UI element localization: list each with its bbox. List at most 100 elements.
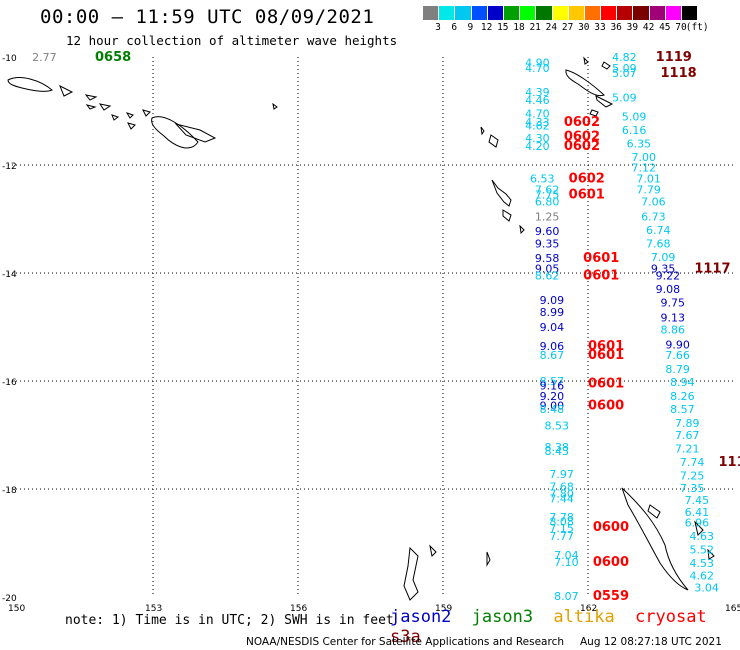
wave-height-label: 1117 — [694, 262, 730, 277]
generated-timestamp: Aug 12 08:27:18 UTC 2021 — [580, 636, 722, 648]
wave-height-label: 5.52 — [690, 543, 715, 556]
wave-height-label: 7.44 — [549, 493, 574, 506]
color-swatch-1 — [439, 6, 456, 20]
map-grid: 150 153 156 159 162 165 -10 -12 -14 -16 -18 -20 — [2, 54, 740, 614]
chart-subtitle: 12 hour collection of altimeter wave hei… — [66, 33, 398, 48]
wave-height-label: 5.09 — [622, 110, 647, 123]
wave-height-label: 2.77 — [32, 51, 57, 64]
lon-label: 153 — [145, 604, 162, 614]
wave-height-label: 0600 — [593, 520, 629, 535]
wave-height-label: 7.25 — [680, 470, 705, 483]
wave-height-label: 9.60 — [535, 225, 560, 238]
color-tick-label: 33 — [594, 22, 606, 33]
color-tick-label: 45 — [659, 22, 671, 33]
lon-label: 159 — [435, 604, 452, 614]
wave-height-label: 7.89 — [675, 417, 700, 430]
credit-text: NOAA/NESDIS Center for Satellite Applica… — [246, 636, 564, 648]
wave-height-label: 8.53 — [545, 419, 570, 432]
wave-height-label: 7.67 — [675, 429, 700, 442]
wave-height-label: 4.20 — [525, 140, 550, 153]
legend-s3a: s3a — [390, 627, 421, 647]
wave-height-label: 8.08 — [549, 515, 574, 528]
wave-height-label: 0601 — [569, 188, 605, 203]
color-tick-label: 27 — [561, 22, 574, 33]
wave-height-label: 8.57 — [670, 403, 695, 416]
wave-height-label: 4.82 — [612, 51, 637, 64]
wave-height-label: 9.35 — [651, 263, 676, 276]
color-swatch-11 — [601, 6, 618, 20]
wave-height-label: 0602 — [564, 139, 600, 154]
wave-height-label: 7.97 — [549, 468, 574, 481]
wave-height-label: 7.75 — [535, 189, 560, 202]
wave-height-label: 9.04 — [540, 321, 565, 334]
wave-height-label: 7.04 — [554, 549, 579, 562]
color-tick-label: 6 — [451, 22, 458, 33]
wave-height-label: 4.33 — [525, 116, 550, 129]
color-swatch-15 — [665, 6, 682, 20]
color-scale-bar — [423, 6, 699, 20]
wave-height-label: 7.66 — [665, 349, 690, 362]
lat-label: -20 — [2, 594, 17, 604]
color-swatch-9 — [568, 6, 585, 20]
legend-jason3: jason3 — [471, 607, 534, 627]
wave-height-label: 7.12 — [632, 162, 657, 175]
color-tick-label: 15 — [497, 22, 509, 33]
wave-height-label: 6.35 — [627, 137, 652, 150]
lat-label: -10 — [2, 54, 17, 64]
lat-label: -14 — [2, 270, 17, 280]
wave-height-label: 7.74 — [680, 456, 705, 469]
color-tick-label: 18 — [513, 22, 525, 33]
color-tick-label: 21 — [529, 22, 541, 33]
color-swatch-12 — [617, 6, 634, 20]
wave-height-label: 4.46 — [525, 94, 550, 107]
color-swatch-2 — [455, 6, 472, 20]
lat-label: -16 — [2, 378, 17, 388]
wave-height-label: 4.53 — [690, 557, 715, 570]
color-swatch-6 — [520, 6, 537, 20]
wave-height-label: 9.35 — [535, 237, 560, 250]
wave-height-label: 8.86 — [661, 324, 686, 337]
wave-height-label: 9.22 — [656, 270, 681, 283]
wave-height-label: 0602 — [564, 115, 600, 130]
color-swatch-7 — [536, 6, 553, 20]
color-swatch-10 — [584, 6, 602, 20]
wave-height-label: 5.07 — [612, 67, 637, 80]
legend-jason2: jason2 — [390, 607, 452, 627]
lon-label: 156 — [290, 604, 307, 614]
color-tick-label: 24 — [545, 22, 558, 33]
wave-height-label: 5.09 — [612, 62, 637, 75]
color-tick-label: 70 — [675, 22, 687, 33]
wave-height-label: 9.58 — [535, 252, 560, 265]
wave-height-label: 0601 — [583, 251, 619, 266]
wave-height-label: 8.48 — [540, 403, 565, 416]
wave-height-label: 7.68 — [549, 480, 574, 493]
wave-height-label: 9.05 — [535, 263, 560, 276]
color-tick-label: 12 — [480, 22, 493, 33]
wave-height-label: 9.20 — [540, 390, 565, 403]
wave-height-label: 9.06 — [540, 340, 565, 353]
color-swatch-13 — [633, 6, 650, 20]
wave-height-label: 0602 — [564, 129, 600, 144]
wave-height-label: 3.04 — [694, 581, 719, 594]
wave-height-label: 0601 — [588, 339, 624, 354]
wave-height-label: 0559 — [593, 589, 629, 604]
wave-height-label: 6.41 — [685, 506, 710, 519]
wave-height-label: 9.13 — [661, 311, 686, 324]
color-swatch-0 — [423, 6, 440, 20]
wave-height-label: 8.26 — [670, 390, 695, 403]
chart-title: 00:00 – 11:59 UTC 08/09/2021 — [40, 6, 375, 28]
wave-height-label: 1119 — [656, 50, 692, 65]
wave-height-label: 7.09 — [651, 251, 676, 264]
wave-height-label: 6.16 — [622, 124, 647, 137]
color-swatch-4 — [487, 6, 504, 20]
wave-height-label: 9.00 — [540, 399, 565, 412]
wave-height-label: 9.90 — [665, 338, 690, 351]
wave-height-label: 6.53 — [530, 173, 555, 186]
color-tick-label: 3 — [435, 22, 441, 33]
wave-height-label: 0600 — [588, 398, 624, 413]
wave-height-label: 7.68 — [646, 237, 671, 250]
wave-height-label: 7.45 — [685, 494, 710, 507]
color-tick-label: 9 — [467, 22, 474, 33]
